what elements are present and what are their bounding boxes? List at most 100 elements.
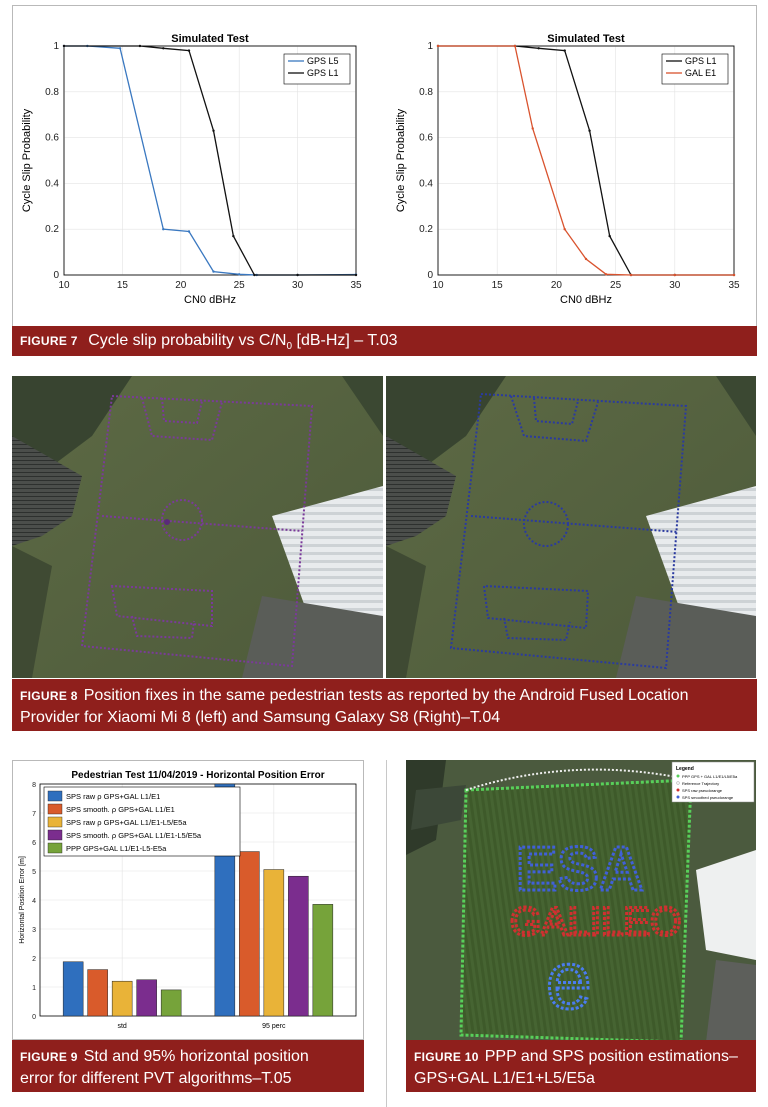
figure-8-image-left xyxy=(12,376,383,678)
bar xyxy=(312,904,334,1017)
data-point xyxy=(232,234,235,238)
figure-10-image: ESA GALILEO e Legend PPP GPS + GAL L1/E1… xyxy=(406,760,756,1042)
figure-7-right-chart: 10 15 20 25 30 35 0 0.2 0.4 0.6 0.8 1 Simulated Test… xyxy=(395,33,740,306)
figure-10-caption: FIGURE 10 PPP and SPS position estimation… xyxy=(406,1040,756,1092)
data-point xyxy=(253,273,256,277)
y-tick-label: 0.2 xyxy=(419,224,433,235)
shape-e: e xyxy=(546,935,592,1026)
data-point xyxy=(238,273,241,276)
data-point xyxy=(584,257,588,261)
chart-title: Simulated Test xyxy=(171,33,249,45)
y-tick-label: 0.4 xyxy=(419,178,433,189)
figure-9-caption-line2: error for different PVT algorithms–T.05 xyxy=(20,1070,292,1087)
legend-swatch xyxy=(47,829,63,841)
bar xyxy=(111,980,133,1017)
figure-7-caption: FIGURE 7 Cycle slip probability vs C/N0 … xyxy=(12,326,757,356)
figure-10-caption-line1: PPP and SPS position estimations– xyxy=(484,1048,738,1065)
data-point xyxy=(513,44,517,48)
figure-10-caption-line2: GPS+GAL L1/E1+L5/E5a xyxy=(414,1070,595,1087)
y-tick-label: 8 xyxy=(32,782,36,789)
x-tick-label: 25 xyxy=(610,280,622,291)
data-point xyxy=(604,273,608,276)
left-center-fix xyxy=(164,519,170,525)
y-tick-label: 0 xyxy=(53,270,59,281)
bar xyxy=(62,961,84,1017)
data-point xyxy=(563,49,566,52)
y-tick-label: 1 xyxy=(53,41,59,52)
legend-swatch xyxy=(47,842,63,854)
data-point xyxy=(563,228,566,231)
x-tick-label: 30 xyxy=(669,280,681,291)
shape-galileo: GALILEO xyxy=(510,900,681,944)
x-tick-label: 15 xyxy=(117,280,129,291)
figure-7-label: FIGURE 7 xyxy=(20,334,78,348)
data-point xyxy=(673,273,676,277)
data-point xyxy=(138,44,142,48)
bar xyxy=(136,979,157,1017)
bar xyxy=(160,989,182,1017)
legend-label: GPS L5 xyxy=(307,56,339,66)
right-track xyxy=(449,392,688,670)
data-point xyxy=(162,47,165,50)
data-point xyxy=(212,129,215,132)
figure-8-caption-line1: Position fixes in the same pedestrian te… xyxy=(83,687,689,704)
figure-9-panel xyxy=(12,760,364,1040)
data-point xyxy=(436,44,440,48)
data-point xyxy=(588,129,591,132)
y-tick-label: 0 xyxy=(427,270,433,281)
shape-esa: ESA xyxy=(516,835,643,904)
x-tick-label: std xyxy=(117,1023,126,1030)
data-point xyxy=(212,270,215,273)
y-axis-label: Cycle Slip Probability xyxy=(21,108,33,212)
legend-title: Legend xyxy=(676,766,694,772)
y-tick-label: 4 xyxy=(32,898,36,905)
y-tick-label: 1 xyxy=(427,41,433,52)
data-point xyxy=(187,49,191,52)
legend-item-3: SPS raw pseudorange xyxy=(682,788,723,793)
figure-9-caption-line1: Std and 95% horizontal position xyxy=(83,1048,309,1065)
y-tick-label: 3 xyxy=(32,927,36,934)
figure-10-label: FIGURE 10 xyxy=(414,1050,479,1064)
y-tick-label: 0.4 xyxy=(45,178,59,189)
y-tick-label: 0.2 xyxy=(45,224,59,235)
legend-box xyxy=(43,786,241,857)
column-divider xyxy=(386,760,387,1107)
legend-swatch xyxy=(47,816,63,828)
legend-label: GAL E1 xyxy=(685,68,716,78)
y-tick-label: 0.8 xyxy=(45,87,59,98)
legend-label: SPS smooth. ρ GPS+GAL L1/E1-L5/E5a xyxy=(66,831,202,840)
left-track xyxy=(80,394,314,668)
data-point xyxy=(537,47,540,50)
y-tick-label: 0 xyxy=(32,1014,36,1021)
data-point xyxy=(62,44,66,48)
figure-8-label: FIGURE 8 xyxy=(20,689,78,703)
y-tick-label: 2 xyxy=(32,956,36,963)
data-point xyxy=(162,228,165,231)
figure-9-bar-chart: 0 1 2 3 4 5 6 7 8 std 95 perc Pedestrian Test 11/04… xyxy=(19,770,357,1030)
y-tick-label: 1 xyxy=(32,985,36,992)
figure-9-caption: FIGURE 9 Std and 95% horizontal position … xyxy=(12,1040,364,1092)
legend-box xyxy=(661,53,729,85)
legend-item-4: SPS smoothed pseudorange xyxy=(682,795,734,800)
x-tick-label: 20 xyxy=(175,280,187,291)
y-tick-label: 0.8 xyxy=(419,87,433,98)
x-tick-label: 30 xyxy=(292,280,304,291)
bar xyxy=(239,851,260,1017)
bar xyxy=(263,869,285,1017)
bar xyxy=(87,969,108,1017)
y-axis-label: Horizontal Position Error [m] xyxy=(19,856,26,944)
data-point xyxy=(187,230,191,233)
data-point xyxy=(608,234,611,238)
y-axis-label: Cycle Slip Probability xyxy=(395,108,407,212)
data-point xyxy=(531,127,534,130)
x-axis-label: CN0 dBHz xyxy=(184,294,236,306)
x-tick-label: 15 xyxy=(492,280,504,291)
figure-7-caption-text: Cycle slip probability vs C/N xyxy=(88,332,287,349)
data-point xyxy=(732,273,736,277)
x-tick-label: 95 perc xyxy=(262,1023,286,1030)
x-tick-label: 10 xyxy=(432,280,444,291)
bar xyxy=(288,875,309,1017)
x-tick-label: 25 xyxy=(234,280,246,291)
plot-frame xyxy=(437,45,735,276)
figure-8-caption: FIGURE 8 Position fixes in the same pedes… xyxy=(12,679,757,731)
